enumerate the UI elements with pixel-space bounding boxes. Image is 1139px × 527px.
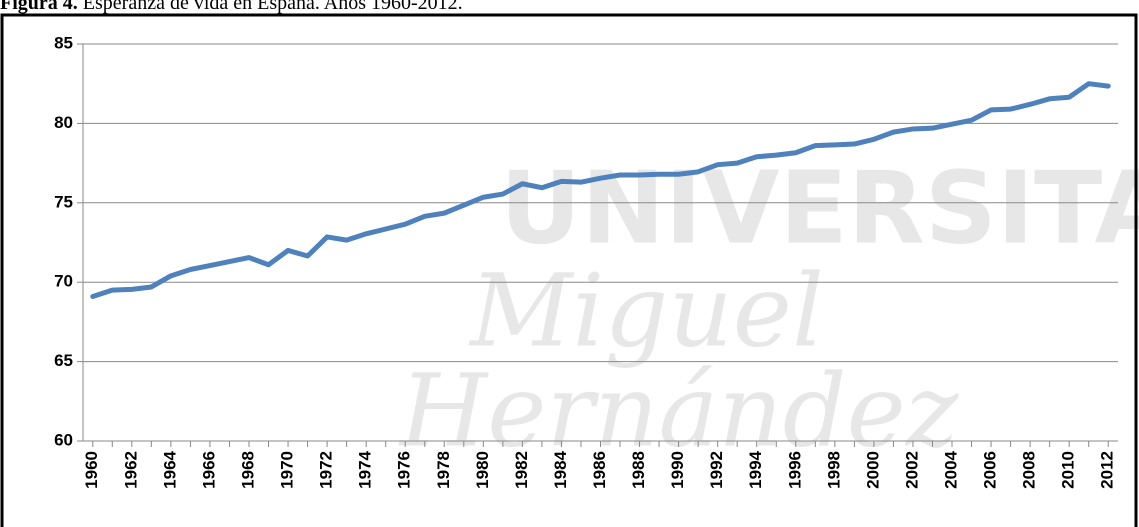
watermark-text: Miguel [468, 253, 824, 370]
x-tick-label: 2008 [1020, 451, 1039, 489]
x-tick-label: 2012 [1098, 451, 1117, 489]
x-tick-label: 1988 [629, 451, 648, 489]
x-tick-label: 1964 [160, 450, 179, 488]
x-tick-label: 1978 [434, 451, 453, 489]
x-tick-label: 2004 [941, 450, 960, 488]
y-tick-label: 60 [54, 430, 73, 449]
y-tick-label: 65 [54, 351, 73, 370]
x-tick-label: 1962 [121, 451, 140, 489]
y-tick-label: 85 [54, 33, 73, 52]
x-tick-label: 2010 [1059, 451, 1078, 489]
x-tick-label: 1960 [82, 451, 101, 489]
y-tick-label: 75 [54, 192, 73, 211]
chart-frame [0, 13, 1138, 527]
x-tick-label: 1972 [317, 451, 336, 489]
chart-title: Figura 4. Esperanza de vida en España. A… [0, 0, 463, 14]
x-tick-label: 1974 [356, 450, 375, 488]
x-tick-label: 1980 [473, 451, 492, 489]
x-tick-label: 1976 [395, 451, 414, 489]
x-tick-label: 1994 [746, 450, 765, 488]
x-tick-label: 2002 [902, 451, 921, 489]
x-tick-label: 2000 [863, 451, 882, 489]
x-tick-label: 1998 [824, 451, 843, 489]
x-tick-label: 1970 [278, 451, 297, 489]
x-tick-label: 1996 [785, 451, 804, 489]
y-tick-label: 70 [54, 272, 73, 291]
x-tick-label: 1992 [707, 451, 726, 489]
x-tick-label: 1982 [512, 451, 531, 489]
y-tick-label: 80 [54, 113, 73, 132]
watermark: UNIVERSITAS Miguel Hernández [398, 149, 1139, 469]
title-text: Esperanza de vida en España. Años 1960-2… [83, 0, 463, 14]
title-prefix: Figura 4. [0, 0, 78, 14]
x-tick-label: 2006 [981, 451, 1000, 489]
x-tick-label: 1968 [238, 451, 257, 489]
x-tick-label: 1966 [199, 451, 218, 489]
x-tick-label: 1986 [590, 451, 609, 489]
x-tick-label: 1984 [551, 450, 570, 488]
data-line [90, 81, 1111, 299]
watermark-text: UNIVERSITAS [500, 149, 1139, 266]
watermark-text: Hernández [398, 353, 960, 470]
x-tick-label: 1990 [668, 451, 687, 489]
